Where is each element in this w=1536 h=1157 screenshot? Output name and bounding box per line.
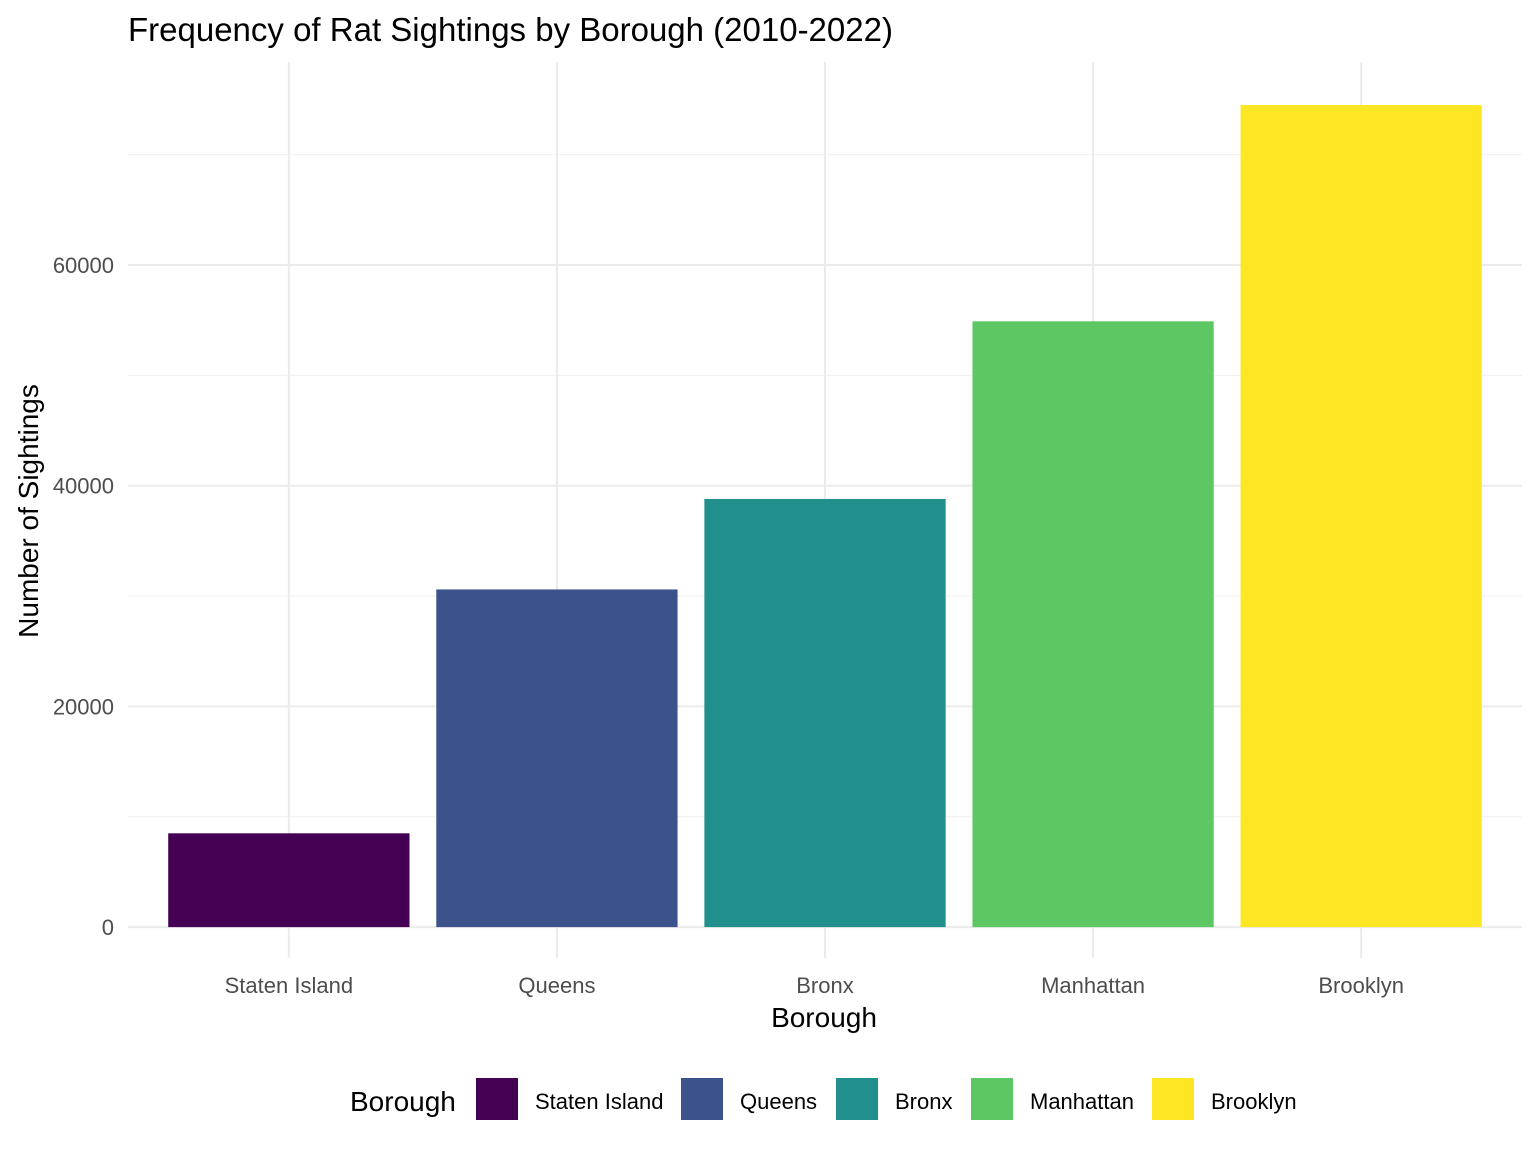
bar-bronx (704, 498, 946, 928)
legend-title: Borough (350, 1086, 456, 1117)
legend-key (836, 1078, 878, 1120)
x-tick-label: Queens (518, 973, 595, 998)
y-tick-label: 40000 (53, 474, 114, 499)
x-tick-label: Staten Island (225, 973, 353, 998)
legend-label: Queens (740, 1089, 817, 1114)
legend-key (971, 1078, 1013, 1120)
legend-key (681, 1078, 723, 1120)
legend-items: Staten Island Queens Bronx Manhattan Brookly… (476, 1078, 1297, 1120)
y-tick-label: 20000 (53, 694, 114, 719)
bar-brooklyn (1240, 105, 1482, 928)
bar-queens (436, 589, 678, 928)
legend-key (1152, 1078, 1194, 1120)
bar-manhattan (972, 321, 1214, 928)
y-axis-ticks: 0 20000 40000 60000 (53, 253, 114, 940)
y-tick-label: 0 (102, 915, 114, 940)
legend-label: Staten Island (535, 1089, 663, 1114)
y-tick-label: 60000 (53, 253, 114, 278)
chart-title: Frequency of Rat Sightings by Borough (2… (128, 11, 893, 48)
legend: Borough Staten Island Queens Bronx Manhatta… (350, 1078, 1297, 1120)
x-tick-label: Bronx (796, 973, 853, 998)
legend-key (476, 1078, 518, 1120)
x-tick-label: Brooklyn (1318, 973, 1404, 998)
legend-label: Brooklyn (1211, 1089, 1297, 1114)
bar-staten-island (168, 833, 410, 928)
legend-label: Bronx (895, 1089, 952, 1114)
x-axis-title: Borough (771, 1002, 877, 1033)
y-axis-title: Number of Sightings (13, 384, 44, 638)
legend-label: Manhattan (1030, 1089, 1134, 1114)
bars-layer (168, 105, 1482, 928)
x-axis-ticks: Staten Island Queens Bronx Manhattan Brookly… (225, 973, 1404, 998)
x-tick-label: Manhattan (1041, 973, 1145, 998)
